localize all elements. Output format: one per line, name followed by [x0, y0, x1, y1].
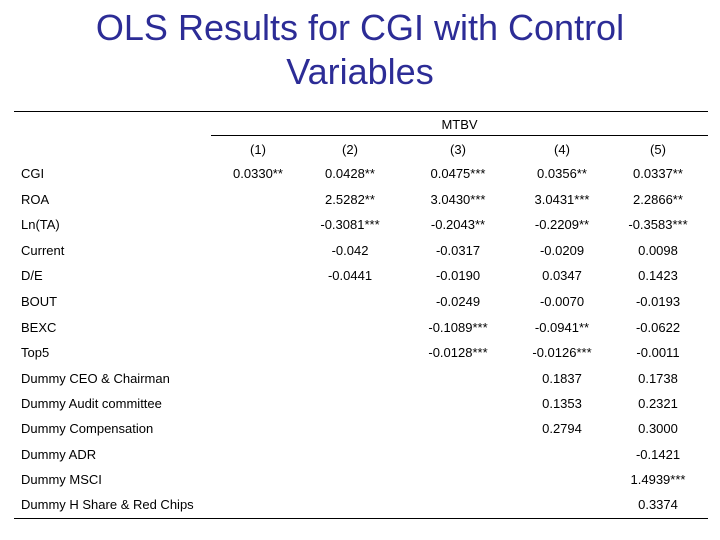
row-label: Top5 — [21, 345, 50, 360]
row-label: Ln(TA) — [21, 217, 60, 232]
table-bottom-rule — [14, 518, 708, 519]
row-label: Dummy ADR — [21, 447, 97, 462]
column-header: (5) — [650, 142, 666, 157]
table-top-rule — [14, 111, 708, 112]
table-cell: 0.3000 — [638, 421, 678, 436]
table-cell: 0.1423 — [638, 268, 678, 283]
table-cell: -0.2209** — [534, 217, 590, 232]
column-header: (4) — [554, 142, 570, 157]
table-cell: 0.3374 — [638, 497, 678, 512]
row-label: Dummy Compensation — [21, 421, 154, 436]
table-cell: -0.0190 — [435, 268, 481, 283]
table-cell: -0.0209 — [539, 243, 585, 258]
slide-title-line1: OLS Results for CGI with Control — [95, 7, 625, 48]
table-cell: 0.0428** — [325, 166, 375, 181]
table-cell: 1.4939*** — [630, 472, 686, 487]
slide-title-line2: Variables — [286, 51, 434, 92]
table-cell: 0.0337** — [633, 166, 683, 181]
table-cell: 3.0431*** — [534, 192, 590, 207]
table-cell: 0.2794 — [542, 421, 582, 436]
table-cell: -0.0317 — [435, 243, 481, 258]
table-cell: 3.0430*** — [430, 192, 486, 207]
table-cell: -0.0070 — [539, 294, 585, 309]
table-cell: -0.0011 — [636, 345, 680, 360]
column-header: (3) — [450, 142, 466, 157]
table-cell: -0.0441 — [327, 268, 373, 283]
column-header: (1) — [250, 142, 266, 157]
row-label: Dummy MSCI — [21, 472, 102, 487]
row-label: Current — [21, 243, 65, 258]
table-cell: 0.0098 — [638, 243, 678, 258]
table-cell: 2.5282** — [325, 192, 375, 207]
table-cell: 0.1837 — [542, 371, 582, 386]
table-cell: 0.0330** — [233, 166, 283, 181]
table-cell: -0.1089*** — [428, 320, 488, 335]
table-cell: -0.3081*** — [320, 217, 380, 232]
table-cell: 0.0347 — [542, 268, 582, 283]
table-cell: 0.1353 — [542, 396, 582, 411]
row-label: CGI — [21, 166, 45, 181]
table-cell: -0.0128*** — [428, 345, 488, 360]
row-label: BOUT — [21, 294, 58, 309]
row-label: D/E — [21, 268, 43, 283]
table-cell: -0.0249 — [435, 294, 481, 309]
table-cell: -0.2043** — [430, 217, 486, 232]
table-cell: -0.3583*** — [628, 217, 688, 232]
row-label: Dummy CEO & Chairman — [21, 371, 170, 386]
table-cell: 0.0475*** — [430, 166, 486, 181]
table-cell: 0.0356** — [537, 166, 587, 181]
table-cell: -0.0193 — [635, 294, 681, 309]
column-header: (2) — [342, 142, 358, 157]
table-cell: -0.1421 — [635, 447, 681, 462]
table-cell: -0.0126*** — [532, 345, 592, 360]
row-label: Dummy Audit committee — [21, 396, 162, 411]
table-cell: 0.1738 — [638, 371, 678, 386]
row-label: Dummy H Share & Red Chips — [21, 497, 194, 512]
row-label: ROA — [21, 192, 50, 207]
group-header-mtbv: MTBV — [441, 117, 478, 132]
row-label: BEXC — [21, 320, 57, 335]
table-cell: -0.0941** — [534, 320, 590, 335]
table-sub-rule — [211, 135, 708, 136]
table-cell: -0.042 — [331, 243, 369, 258]
slide-title: OLS Results for CGI with Control Variabl… — [0, 6, 720, 94]
table-cell: 2.2866** — [633, 192, 683, 207]
table-cell: 0.2321 — [638, 396, 678, 411]
table-cell: -0.0622 — [635, 320, 681, 335]
